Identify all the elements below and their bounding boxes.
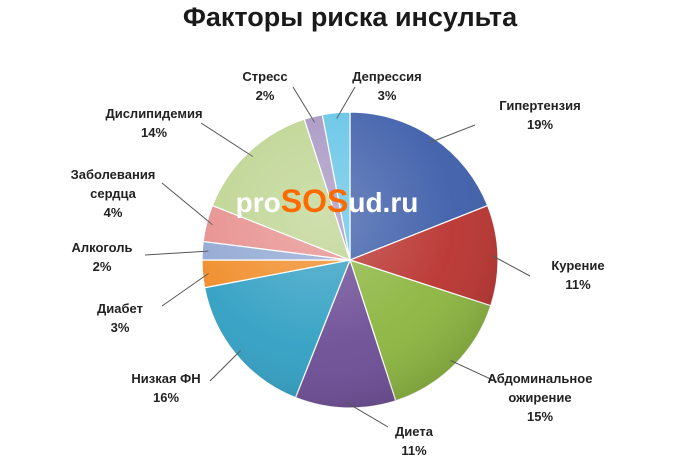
slice-name-label: сердца [90,186,136,201]
slice-value-label: 2% [256,88,275,103]
slice-value-label: 11% [565,277,591,292]
slice-label: Гипертензия 19% [499,98,580,132]
slice-value-label: 3% [378,88,397,103]
slice-label: Курение 11% [551,258,604,292]
slice-value-label: 15% [527,409,553,424]
leader-line [429,124,476,144]
slice-value-label: 2% [93,259,112,274]
slice-value-label: 3% [111,320,130,335]
slice-name-label: Депрессия [352,69,422,84]
slice-label: Низкая ФН 16% [131,371,200,405]
slice-value-label: 16% [153,390,179,405]
slice-name-label: Абдоминальное [488,371,593,386]
slice-label: Абдоминальное ожирение 15% [488,371,593,424]
slice-value-label: 4% [104,205,123,220]
slice-value-label: 11% [401,443,427,458]
slice-value-label: 14% [141,125,167,140]
slice-name-label: Гипертензия [499,98,580,113]
leader-line [491,255,531,277]
leader-line [292,86,316,123]
leader-line [144,250,209,256]
leader-line [161,182,213,226]
chart-title: Факторы риска инсульта [182,2,518,32]
slice-name-label: Диабет [97,301,143,316]
slice-value-label: 19% [527,117,553,132]
slice-label: Диабет 3% [97,301,143,335]
slice-label: Заболевания сердца 4% [71,167,156,220]
leader-line [200,122,254,157]
watermark-part2: SOS [281,183,349,219]
watermark-part3: ud.ru [348,187,418,218]
slice-name-label: Курение [551,258,604,273]
slice-label: Депрессия 3% [352,69,422,103]
watermark: proSOSud.ru [236,183,419,219]
slice-name-label: Низкая ФН [131,371,200,386]
slice-label: Диета 11% [395,424,434,458]
slice-name-label: Дислипидемия [105,106,202,121]
slice-name-label: ожирение [508,390,571,405]
watermark-part1: pro [236,187,281,218]
slice-name-label: Заболевания [71,167,156,182]
leader-line [161,272,209,307]
slice-name-label: Стресс [242,69,287,84]
slice-label: Алкоголь 2% [71,240,132,274]
slice-label: Стресс 2% [242,69,287,103]
slice-label: Дислипидемия 14% [105,106,202,140]
slice-name-label: Алкоголь [71,240,132,255]
leader-line [209,350,241,382]
slice-name-label: Диета [395,424,434,439]
